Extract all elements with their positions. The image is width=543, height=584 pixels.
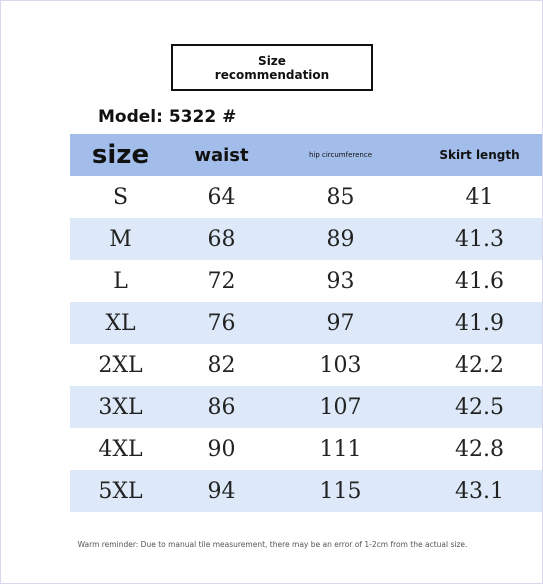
- table-cell: 42.8: [455, 436, 504, 462]
- table-row: 3XL 86 107 42.5: [70, 386, 542, 428]
- size-table: size waist hip circumference Skirt length S…: [70, 134, 542, 512]
- table-cell: 103: [319, 352, 362, 378]
- table-cell: 42.5: [409, 386, 542, 428]
- header-cell: Skirt length: [409, 134, 542, 176]
- table-cell: 89: [272, 218, 409, 260]
- table-cell: 68: [171, 218, 272, 260]
- table-cell: 115: [272, 470, 409, 512]
- table-cell: 41.3: [409, 218, 542, 260]
- table-row: M 68 89 41.3: [70, 218, 542, 260]
- table-cell: 2XL: [98, 352, 143, 378]
- title-line: Size: [258, 54, 286, 68]
- header-cell: waist: [171, 134, 272, 176]
- table-cell: M: [70, 218, 171, 260]
- table-cell: 41: [465, 184, 494, 210]
- model-label: Model: 5322 #: [98, 107, 237, 127]
- table-cell: 85: [326, 184, 355, 210]
- table-cell: 43.1: [409, 470, 542, 512]
- table-row: 4XL 90 111 42.8: [70, 428, 542, 470]
- table-cell: 93: [326, 268, 355, 294]
- table-cell: 97: [272, 302, 409, 344]
- table-cell: L: [113, 268, 128, 294]
- table-cell: 76: [171, 302, 272, 344]
- table-cell: 3XL: [70, 386, 171, 428]
- table-row: 2XL 82 103 42.2: [70, 344, 542, 386]
- table-cell: S: [112, 184, 129, 210]
- title-box: Size recommendation: [171, 44, 373, 91]
- footer-note: Warm reminder: Due to manual tile measur…: [77, 540, 468, 549]
- table-cell: XL: [70, 302, 171, 344]
- title-line: recommendation: [214, 68, 330, 82]
- header-cell: size: [70, 134, 171, 176]
- table-cell: 94: [171, 470, 272, 512]
- table-cell: 86: [171, 386, 272, 428]
- table-cell: 42.2: [455, 352, 504, 378]
- table-cell: 64: [207, 184, 236, 210]
- table-body: S 64 85 41 M 68 89 41.3 L 72 93 41.6 XL 76 97 41.9 2XL 82…: [70, 176, 542, 512]
- table-cell: 90: [207, 436, 236, 462]
- table-row: S 64 85 41: [70, 176, 542, 218]
- table-cell: 4XL: [98, 436, 143, 462]
- table-cell: 111: [319, 436, 362, 462]
- table-cell: 5XL: [70, 470, 171, 512]
- table-cell: 107: [272, 386, 409, 428]
- table-row: 5XL 94 115 43.1: [70, 470, 542, 512]
- header-cell: hip circumference: [272, 134, 409, 176]
- table-row: L 72 93 41.6: [70, 260, 542, 302]
- table-row: XL 76 97 41.9: [70, 302, 542, 344]
- table-cell: 41.6: [455, 268, 504, 294]
- table-cell: 82: [207, 352, 236, 378]
- header-row: size waist hip circumference Skirt length: [70, 134, 542, 176]
- table-cell: 41.9: [409, 302, 542, 344]
- table-cell: 72: [207, 268, 236, 294]
